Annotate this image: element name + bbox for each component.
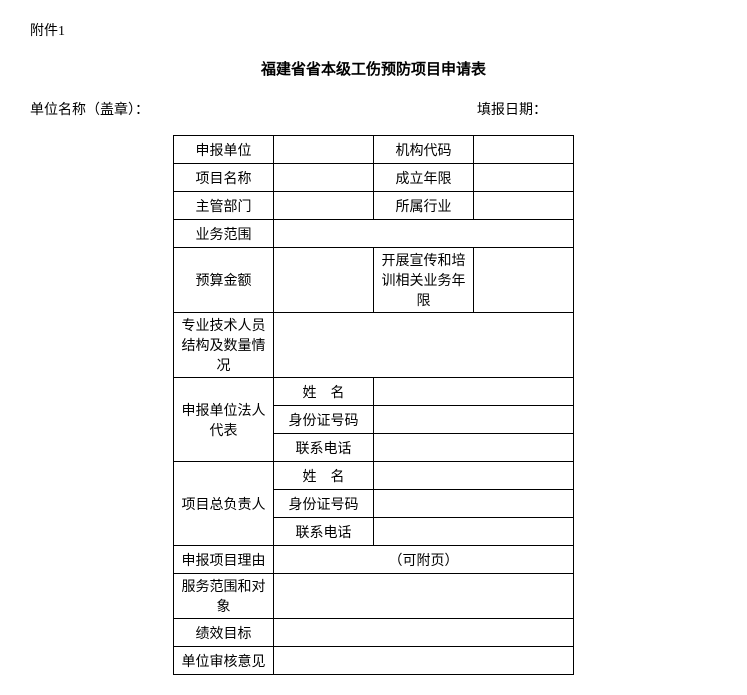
- value-legal-rep-id[interactable]: [374, 406, 574, 434]
- label-review-opinion: 单位审核意见: [174, 647, 274, 675]
- label-legal-rep-id: 身份证号码: [274, 406, 374, 434]
- value-org-code[interactable]: [474, 136, 574, 164]
- label-reporting-unit: 申报单位: [174, 136, 274, 164]
- attachment-label: 附件1: [30, 20, 717, 40]
- value-review-opinion[interactable]: [274, 647, 574, 675]
- label-project-name: 项目名称: [174, 164, 274, 192]
- unit-name-label: 单位名称（盖章）：: [30, 99, 149, 119]
- label-service-scope: 服务范围和对象: [174, 574, 274, 619]
- label-legal-rep-name: 姓 名: [274, 378, 374, 406]
- label-org-code: 机构代码: [374, 136, 474, 164]
- value-training-years[interactable]: [474, 248, 574, 313]
- value-staff-structure[interactable]: [274, 313, 574, 378]
- value-industry[interactable]: [474, 192, 574, 220]
- label-project-leader: 项目总负责人: [174, 462, 274, 546]
- label-supervisor-dept: 主管部门: [174, 192, 274, 220]
- page-title: 福建省省本级工伤预防项目申请表: [30, 58, 717, 79]
- value-reason[interactable]: （可附页）: [274, 546, 574, 574]
- value-reporting-unit[interactable]: [274, 136, 374, 164]
- label-performance-goal: 绩效目标: [174, 619, 274, 647]
- fill-date-label: 填报日期：: [477, 99, 717, 119]
- label-legal-rep-phone: 联系电话: [274, 434, 374, 462]
- label-business-scope: 业务范围: [174, 220, 274, 248]
- value-budget-amount[interactable]: [274, 248, 374, 313]
- value-supervisor-dept[interactable]: [274, 192, 374, 220]
- label-training-years: 开展宣传和培训相关业务年限: [374, 248, 474, 313]
- value-project-name[interactable]: [274, 164, 374, 192]
- value-business-scope[interactable]: [274, 220, 574, 248]
- value-leader-name[interactable]: [374, 462, 574, 490]
- value-est-years[interactable]: [474, 164, 574, 192]
- label-leader-name: 姓 名: [274, 462, 374, 490]
- value-leader-id[interactable]: [374, 490, 574, 518]
- value-legal-rep-phone[interactable]: [374, 434, 574, 462]
- value-service-scope[interactable]: [274, 574, 574, 619]
- label-est-years: 成立年限: [374, 164, 474, 192]
- label-leader-phone: 联系电话: [274, 518, 374, 546]
- label-legal-rep: 申报单位法人代表: [174, 378, 274, 462]
- label-staff-structure: 专业技术人员结构及数量情况: [174, 313, 274, 378]
- header-row: 单位名称（盖章）： 填报日期：: [30, 99, 717, 119]
- value-leader-phone[interactable]: [374, 518, 574, 546]
- value-legal-rep-name[interactable]: [374, 378, 574, 406]
- label-industry: 所属行业: [374, 192, 474, 220]
- label-reason: 申报项目理由: [174, 546, 274, 574]
- label-budget-amount: 预算金额: [174, 248, 274, 313]
- label-leader-id: 身份证号码: [274, 490, 374, 518]
- application-form-table: 申报单位 机构代码 项目名称 成立年限 主管部门 所属行业 业务范围 预算金额 …: [173, 135, 574, 675]
- value-performance-goal[interactable]: [274, 619, 574, 647]
